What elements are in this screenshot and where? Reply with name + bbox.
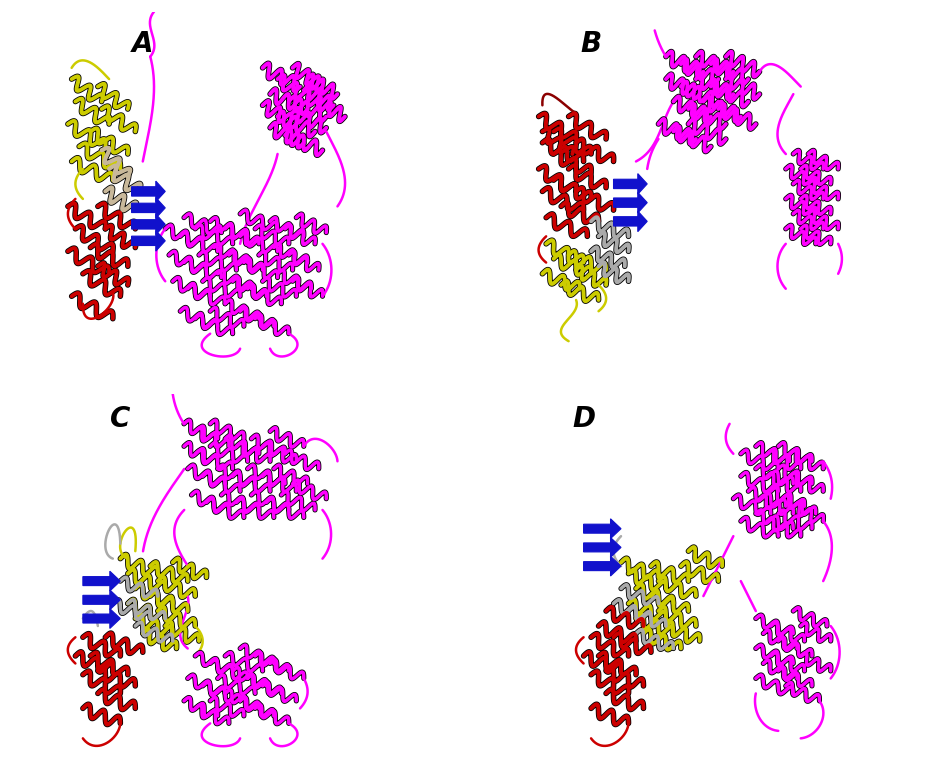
FancyArrow shape <box>613 193 648 213</box>
FancyArrow shape <box>83 590 121 610</box>
Text: C: C <box>110 405 130 433</box>
FancyArrow shape <box>584 556 621 576</box>
Text: B: B <box>580 30 602 58</box>
FancyArrow shape <box>83 608 121 629</box>
FancyArrow shape <box>613 174 648 194</box>
Text: D: D <box>573 405 595 433</box>
FancyArrow shape <box>131 214 165 235</box>
FancyArrow shape <box>131 231 165 251</box>
FancyArrow shape <box>584 519 621 538</box>
Text: A: A <box>132 30 153 58</box>
FancyArrow shape <box>613 211 648 232</box>
FancyArrow shape <box>83 571 121 591</box>
FancyArrow shape <box>131 197 165 218</box>
FancyArrow shape <box>584 537 621 557</box>
FancyArrow shape <box>131 181 165 202</box>
